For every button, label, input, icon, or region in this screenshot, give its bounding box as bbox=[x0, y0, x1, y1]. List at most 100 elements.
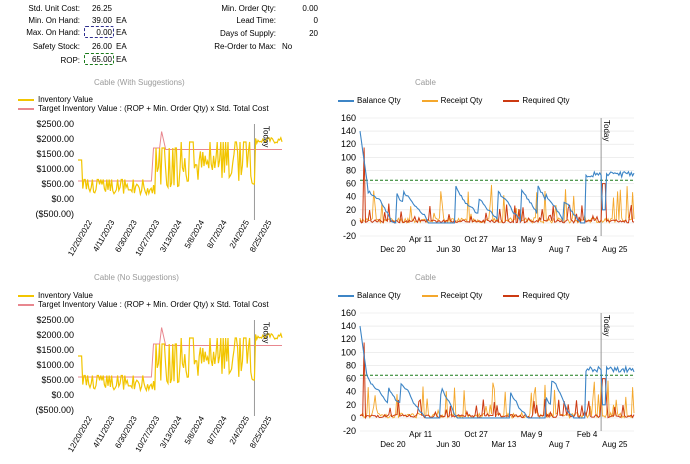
max-on-hand-label: Max. On Hand: bbox=[26, 28, 80, 37]
y-tick-label: $2000.00 bbox=[36, 134, 74, 144]
x-tick-label: 12/20/2022 bbox=[66, 218, 94, 258]
today-label: Today bbox=[602, 120, 611, 141]
x-tick-label: 8/7/2024 bbox=[205, 218, 229, 250]
legend-label: Target Inventory Value : (ROP + Min. Ord… bbox=[38, 300, 269, 309]
x-tick-label: 5/8/2024 bbox=[183, 414, 207, 446]
chart-title-with-suggestions: Cable (With Suggestions) bbox=[94, 78, 185, 87]
rop-label: ROP: bbox=[60, 56, 80, 65]
legend-swatch bbox=[421, 99, 438, 102]
legend-swatch bbox=[18, 98, 34, 101]
reorder-to-max-value: No bbox=[282, 42, 293, 51]
inventory-value-line bbox=[78, 332, 283, 393]
y-tick-label: 80 bbox=[346, 165, 356, 175]
legend-label: Balance Qty bbox=[357, 291, 401, 300]
x-tick-label: Feb 4 bbox=[577, 430, 598, 439]
y-tick-label: $1500.00 bbox=[36, 345, 74, 355]
y-tick-label: 100 bbox=[341, 152, 356, 162]
legend-swatch bbox=[18, 303, 34, 306]
lead-time-label: Lead Time: bbox=[236, 16, 276, 25]
today-label: Today bbox=[602, 315, 611, 336]
y-tick-label: 140 bbox=[341, 321, 356, 331]
x-tick-label: 8/25/2025 bbox=[248, 414, 274, 450]
y-tick-label: 120 bbox=[341, 139, 356, 149]
y-tick-label: 60 bbox=[346, 179, 356, 189]
legend-label: Inventory Value bbox=[38, 95, 93, 104]
days-of-supply-value: 20 bbox=[309, 29, 318, 38]
y-tick-label: $1500.00 bbox=[36, 149, 74, 159]
chart-title-no-suggestions: Cable (No Suggestions) bbox=[94, 273, 179, 282]
x-tick-label: 8/7/2024 bbox=[205, 414, 229, 446]
y-tick-label: -20 bbox=[343, 426, 356, 436]
min-order-qty-label: Min. Order Qty: bbox=[221, 4, 276, 13]
y-tick-label: 80 bbox=[346, 360, 356, 370]
std-unit-cost-label: Std. Unit Cost: bbox=[28, 4, 80, 13]
legend-qty-bottom: Balance Qty Receipt Qty Required Qty bbox=[338, 291, 570, 300]
y-tick-label: 160 bbox=[341, 113, 356, 123]
legend-qty-top: Balance Qty Receipt Qty Required Qty bbox=[338, 96, 570, 105]
legend-label: Required Qty bbox=[522, 291, 570, 300]
rop-highlight bbox=[84, 53, 114, 65]
x-tick-label: Jun 30 bbox=[436, 245, 461, 254]
x-tick-label: Dec 20 bbox=[380, 245, 406, 254]
y-tick-label: 40 bbox=[346, 192, 356, 202]
x-tick-label: 4/11/2023 bbox=[91, 414, 117, 449]
rop-unit: EA bbox=[116, 55, 127, 64]
lead-time-value: 0 bbox=[313, 16, 318, 25]
y-tick-label: ($500.00) bbox=[35, 405, 74, 415]
today-label: Today bbox=[261, 322, 270, 343]
safety-stock-label: Safety Stock: bbox=[32, 42, 80, 51]
chart-title-qty-bottom: Cable bbox=[415, 273, 436, 282]
today-label: Today bbox=[261, 126, 270, 147]
reorder-to-max-label: Re-Order to Max: bbox=[214, 42, 276, 51]
y-tick-label: $0.00 bbox=[51, 194, 74, 204]
x-tick-label: Mar 13 bbox=[491, 440, 516, 449]
legend-swatch bbox=[421, 294, 438, 297]
balance-qty-line bbox=[359, 131, 635, 224]
x-tick-label: Jun 30 bbox=[436, 440, 461, 449]
y-tick-label: $500.00 bbox=[41, 375, 74, 385]
y-tick-label: $1000.00 bbox=[36, 360, 74, 370]
y-tick-label: 0 bbox=[351, 413, 356, 423]
required-qty-line bbox=[359, 147, 635, 225]
legend-label: Receipt Qty bbox=[440, 291, 483, 300]
y-tick-label: 120 bbox=[341, 334, 356, 344]
legend-swatch bbox=[338, 294, 354, 297]
x-tick-label: Aug 7 bbox=[549, 440, 570, 449]
y-tick-label: $500.00 bbox=[41, 179, 74, 189]
x-tick-label: 3/13/2024 bbox=[158, 218, 184, 254]
x-tick-label: Dec 20 bbox=[380, 440, 406, 449]
legend-label: Receipt Qty bbox=[440, 96, 483, 105]
legend-swatch bbox=[503, 294, 520, 297]
inventory-chart-with-suggestions: ($500.00) $0.00 $500.00 $1000.00 $1500.00 $20… bbox=[35, 119, 283, 258]
chart-title-qty-top: Cable bbox=[415, 78, 436, 87]
x-tick-label: 2/4/2025 bbox=[228, 218, 252, 250]
balance-qty-line bbox=[359, 326, 635, 419]
y-tick-label: -20 bbox=[343, 231, 356, 241]
inventory-chart-no-suggestions: ($500.00) $0.00 $500.00 $1000.00 $1500.00 $20… bbox=[35, 315, 283, 454]
legend-label: Target Inventory Value : (ROP + Min. Ord… bbox=[38, 104, 269, 113]
required-qty-line bbox=[359, 342, 635, 420]
legend-target-value-top: Target Inventory Value : (ROP + Min. Ord… bbox=[18, 104, 269, 113]
y-tick-label: $2500.00 bbox=[36, 315, 74, 325]
y-tick-label: 100 bbox=[341, 347, 356, 357]
min-on-hand-unit: EA bbox=[116, 16, 127, 25]
y-tick-label: 40 bbox=[346, 387, 356, 397]
y-tick-label: $2500.00 bbox=[36, 119, 74, 129]
x-tick-label: 2/4/2025 bbox=[228, 414, 252, 446]
y-tick-label: ($500.00) bbox=[35, 209, 74, 219]
x-tick-label: 12/20/2022 bbox=[66, 414, 94, 454]
y-tick-label: $1000.00 bbox=[36, 164, 74, 174]
x-tick-label: 3/13/2024 bbox=[158, 414, 184, 450]
min-on-hand-label: Min. On Hand: bbox=[28, 16, 80, 25]
legend-swatch bbox=[338, 99, 354, 102]
min-order-qty-value: 0.00 bbox=[302, 4, 318, 13]
x-tick-label: Mar 13 bbox=[491, 245, 516, 254]
safety-stock-value: 26.00 bbox=[91, 42, 112, 51]
y-tick-label: 140 bbox=[341, 126, 356, 136]
max-on-hand-highlight bbox=[84, 26, 114, 38]
rop-value: 65.00 bbox=[91, 55, 112, 64]
x-tick-label: Aug 7 bbox=[549, 245, 570, 254]
x-tick-label: Oct 27 bbox=[464, 235, 488, 244]
inventory-value-line bbox=[78, 136, 283, 197]
